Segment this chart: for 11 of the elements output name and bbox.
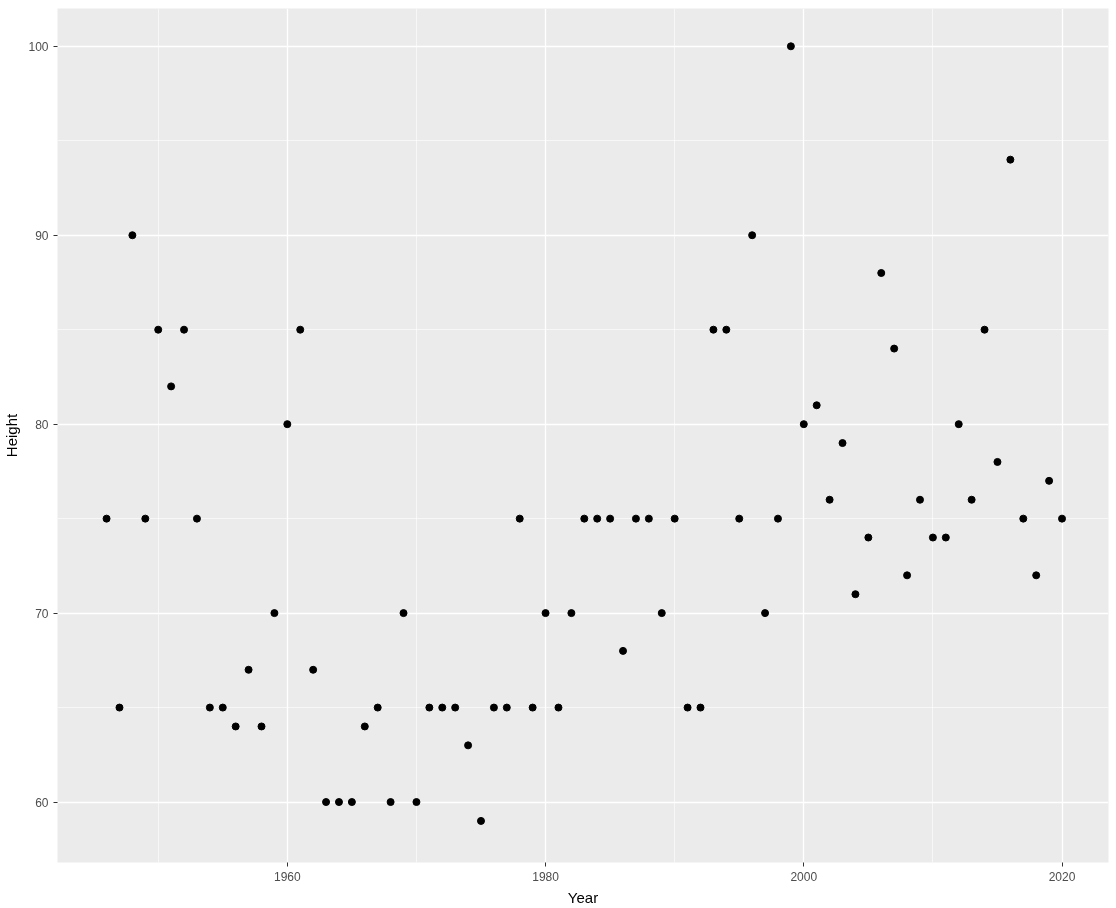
x-tick-label: 2020 — [1048, 869, 1076, 884]
x-tick-label: 1980 — [532, 869, 560, 884]
x-tick-label: 1960 — [273, 869, 301, 884]
x-axis-title: Year — [567, 888, 599, 906]
y-tick-label: 90 — [35, 228, 49, 243]
y-tick-label: 70 — [35, 606, 49, 621]
x-tick-label: 2000 — [790, 869, 818, 884]
y-tick-label: 80 — [35, 417, 49, 432]
y-tick-label: 100 — [28, 39, 49, 54]
y-axis-title: Height — [3, 412, 21, 458]
y-tick-label: 60 — [35, 795, 49, 810]
